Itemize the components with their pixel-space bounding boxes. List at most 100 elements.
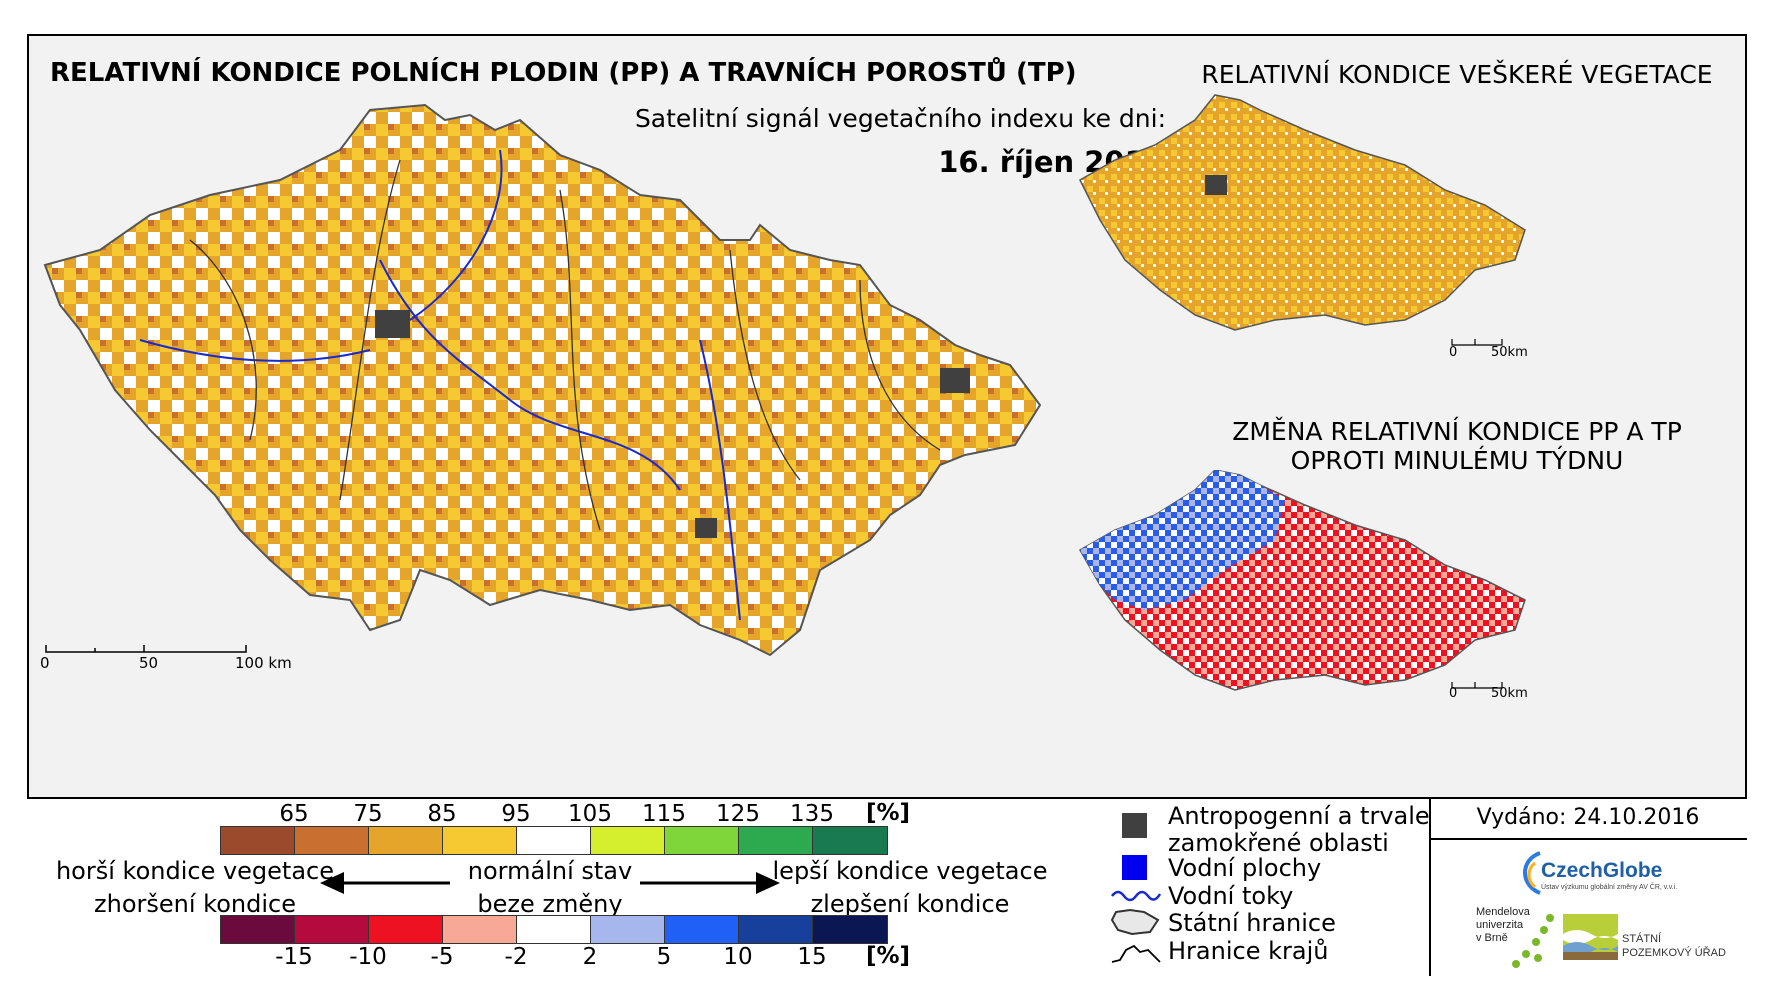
river-line-icon: [1111, 890, 1162, 902]
top-tick: 75: [353, 801, 383, 827]
legend-center-text: normální stav beze změny: [460, 855, 640, 921]
top-color-swatch: [591, 827, 665, 854]
issued-date: Vydáno: 24.10.2016: [1429, 800, 1747, 840]
brno-area: [695, 518, 717, 538]
top-tick: 65: [279, 801, 309, 827]
top-color-swatch: [369, 827, 443, 854]
water-label: Vodní plochy: [1168, 854, 1322, 882]
bottom-tick: -10: [349, 944, 387, 970]
arrow-right-icon: [756, 872, 780, 894]
main-map: [43, 103, 1042, 657]
legend-left-text: horší kondice vegetace zhoršení kondice: [50, 855, 340, 921]
bottom-unit: [%]: [866, 943, 911, 969]
spu-line2: POZEMKOVÝ ÚŘAD: [1622, 947, 1726, 959]
spu-logo: [1563, 914, 1618, 960]
small-scale-bottom-zero: 0: [1449, 686, 1458, 701]
bottom-tick: 10: [723, 944, 753, 970]
top-tick: 85: [427, 801, 457, 827]
bottom-tick: -2: [504, 944, 528, 970]
state-border-icon: [1110, 908, 1160, 936]
legend-center-top: normální stav: [467, 857, 633, 885]
bottom-tick: -5: [430, 944, 454, 970]
region-border-icon: [1111, 944, 1161, 963]
main-scale-end: 100 km: [235, 654, 292, 672]
bottom-tick: 5: [656, 944, 672, 970]
main-scale-bar: [45, 645, 247, 653]
bottom-color-swatch: [517, 916, 591, 943]
legend-arrows: [320, 872, 780, 894]
small-scale-top-zero: 0: [1449, 345, 1458, 360]
top-tick: 135: [790, 801, 834, 827]
top-color-swatch: [665, 827, 739, 854]
cz-territory: [43, 103, 1042, 657]
main-title: RELATIVNÍ KONDICE POLNÍCH PLODIN (PP) A …: [50, 58, 1077, 88]
vegetation-map: [1079, 94, 1526, 331]
region-border-label: Hranice krajů: [1168, 937, 1329, 965]
czechglobe-label: CzechGlobe: [1541, 859, 1663, 882]
top-tick: 105: [568, 801, 612, 827]
right-bottom-title: ZMĚNA RELATIVNÍ KONDICE PP A TP OPROTI M…: [1182, 417, 1732, 475]
small-scale-bottom-end: 50km: [1491, 686, 1528, 701]
small-scale-bar-top: [1451, 339, 1503, 346]
top-color-swatch: [739, 827, 813, 854]
top-color-swatch: [517, 827, 591, 854]
top-color-bar: [220, 826, 888, 855]
bottom-color-swatch: [813, 916, 887, 943]
top-unit: [%]: [866, 800, 911, 826]
legend-right-top: lepší kondice vegetace: [772, 857, 1048, 885]
change-map: [1078, 470, 1526, 691]
top-tick: 125: [716, 801, 760, 827]
legend-center-bottom: beze změny: [477, 890, 623, 918]
anthropogenic-swatch: [1122, 813, 1147, 838]
spu-label: STÁTNÍ POZEMKOVÝ ÚŘAD: [1622, 932, 1726, 960]
river-label: Vodní toky: [1168, 882, 1294, 910]
top-color-swatch: [221, 827, 295, 854]
top-tick: 115: [642, 801, 686, 827]
vegetation-territory: [1079, 94, 1526, 331]
river-lines: [139, 149, 741, 621]
right-bottom-title-line1: ZMĚNA RELATIVNÍ KONDICE PP A TP: [1232, 417, 1682, 446]
legend-left-bottom: zhoršení kondice: [94, 890, 296, 918]
anthropogenic-label: Antropogenní a trvale zamokřené oblasti: [1168, 803, 1430, 857]
bottom-color-swatch: [369, 916, 443, 943]
bottom-color-swatch: [221, 916, 295, 943]
bottom-color-swatch: [665, 916, 739, 943]
anthropogenic-label-line1: Antropogenní a trvale: [1168, 802, 1430, 830]
state-border-label: Státní hranice: [1168, 909, 1336, 937]
prague-area: [375, 310, 410, 338]
mendelu-line1: Mendelova: [1476, 906, 1530, 918]
small-scale-top-end: 50km: [1491, 345, 1528, 360]
ostrava-area: [940, 368, 970, 393]
top-tick: 95: [501, 801, 531, 827]
mendelu-line2: univerzita: [1476, 919, 1524, 931]
region-borders: [189, 159, 941, 531]
top-color-swatch: [813, 827, 887, 854]
right-top-title: RELATIVNÍ KONDICE VEŠKERÉ VEGETACE: [1201, 60, 1713, 89]
top-color-swatch: [295, 827, 369, 854]
water-swatch: [1122, 855, 1147, 880]
top-color-swatch: [443, 827, 517, 854]
bottom-color-swatch: [591, 916, 665, 943]
czechglobe-sublabel: Ústav výzkumu globální změny AV ČR, v.v.…: [1541, 884, 1678, 891]
main-scale-mid: 50: [139, 654, 159, 672]
legend-right-text: lepší kondice vegetace zlepšení kondice: [765, 855, 1055, 921]
bottom-color-swatch: [443, 916, 517, 943]
bottom-tick: 15: [797, 944, 827, 970]
mendelu-label: Mendelova univerzita v Brně: [1476, 906, 1530, 945]
legend-right-bottom: zlepšení kondice: [810, 890, 1010, 918]
mendelu-dots-logo: [1512, 914, 1554, 968]
main-scale-zero: 0: [40, 654, 50, 672]
right-bottom-title-line2: OPROTI MINULÉMU TÝDNU: [1290, 446, 1624, 475]
bottom-color-bar: [220, 915, 888, 944]
spu-line1: STÁTNÍ: [1622, 933, 1662, 945]
czechglobe-logo: [1523, 851, 1541, 895]
bottom-tick: 2: [582, 944, 598, 970]
small-scale-bar-bottom: [1451, 682, 1503, 689]
bottom-color-swatch: [739, 916, 813, 943]
legend-left-top: horší kondice vegetace: [55, 857, 335, 885]
anthropogenic-label-line2: zamokřené oblasti: [1168, 829, 1389, 857]
mendelu-line3: v Brně: [1476, 932, 1508, 944]
bottom-tick: -15: [275, 944, 313, 970]
arrow-left-icon: [320, 872, 344, 894]
subtitle: Satelitní signál vegetačního indexu ke d…: [634, 104, 1166, 133]
